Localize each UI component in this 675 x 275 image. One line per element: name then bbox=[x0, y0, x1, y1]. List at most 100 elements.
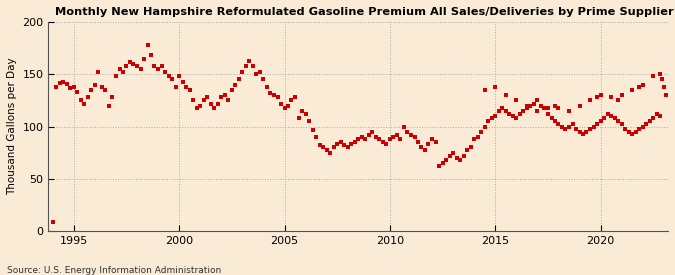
Point bbox=[406, 133, 416, 137]
Point bbox=[525, 103, 536, 108]
Point bbox=[54, 80, 65, 85]
Point bbox=[462, 147, 472, 152]
Point bbox=[518, 109, 529, 113]
Point bbox=[262, 85, 273, 89]
Point bbox=[402, 130, 413, 134]
Point bbox=[128, 62, 139, 66]
Point bbox=[293, 116, 304, 120]
Point bbox=[613, 98, 624, 103]
Point bbox=[549, 119, 560, 123]
Point bbox=[209, 106, 220, 110]
Point bbox=[395, 137, 406, 141]
Point bbox=[620, 126, 630, 131]
Point bbox=[427, 137, 437, 141]
Point bbox=[191, 106, 202, 110]
Point bbox=[543, 112, 554, 116]
Point bbox=[613, 119, 624, 123]
Point bbox=[353, 137, 364, 141]
Point bbox=[486, 116, 497, 120]
Point bbox=[557, 124, 568, 129]
Point bbox=[591, 122, 602, 127]
Point bbox=[602, 112, 613, 116]
Point bbox=[202, 95, 213, 100]
Point bbox=[290, 95, 300, 100]
Point bbox=[585, 126, 595, 131]
Point bbox=[634, 126, 645, 131]
Point bbox=[458, 154, 469, 158]
Point bbox=[230, 82, 241, 87]
Point bbox=[595, 93, 606, 97]
Point bbox=[546, 116, 557, 120]
Point bbox=[497, 106, 508, 110]
Point bbox=[656, 77, 667, 82]
Point bbox=[595, 119, 606, 123]
Point bbox=[648, 116, 659, 120]
Point bbox=[349, 140, 360, 144]
Point bbox=[248, 64, 259, 68]
Point bbox=[511, 116, 522, 120]
Point bbox=[216, 95, 227, 100]
Point bbox=[275, 101, 286, 106]
Point bbox=[423, 142, 434, 147]
Point bbox=[490, 114, 501, 118]
Point bbox=[634, 85, 645, 89]
Point bbox=[658, 85, 669, 89]
Point bbox=[195, 103, 206, 108]
Point bbox=[219, 93, 230, 97]
Point bbox=[599, 116, 610, 120]
Point bbox=[65, 86, 76, 90]
Point bbox=[641, 122, 652, 127]
Point bbox=[472, 135, 483, 139]
Point bbox=[392, 133, 402, 137]
Point bbox=[564, 124, 574, 129]
Point bbox=[286, 98, 297, 103]
Point bbox=[661, 93, 672, 97]
Point bbox=[455, 158, 466, 162]
Point bbox=[97, 85, 107, 89]
Point bbox=[504, 112, 515, 116]
Point bbox=[76, 98, 86, 103]
Point bbox=[553, 106, 564, 110]
Point bbox=[328, 145, 339, 150]
Point bbox=[645, 119, 655, 123]
Point bbox=[240, 64, 251, 68]
Point bbox=[283, 103, 294, 108]
Point bbox=[500, 109, 511, 113]
Point bbox=[138, 56, 149, 61]
Point bbox=[468, 137, 479, 141]
Point bbox=[325, 150, 335, 155]
Point bbox=[465, 145, 476, 150]
Point bbox=[367, 130, 378, 134]
Point bbox=[332, 142, 343, 147]
Point bbox=[178, 79, 188, 84]
Point bbox=[223, 98, 234, 103]
Point bbox=[335, 140, 346, 144]
Point bbox=[605, 114, 616, 118]
Point bbox=[452, 156, 462, 160]
Point bbox=[388, 135, 399, 139]
Point bbox=[234, 77, 244, 82]
Point bbox=[637, 124, 648, 129]
Point bbox=[648, 74, 659, 78]
Text: Monthly New Hampshire Reformulated Gasoline Premium All Sales/Deliveries by Prim: Monthly New Hampshire Reformulated Gasol… bbox=[55, 7, 674, 17]
Point bbox=[47, 219, 58, 224]
Point bbox=[296, 109, 307, 113]
Point bbox=[117, 70, 128, 74]
Point bbox=[153, 67, 163, 71]
Point bbox=[321, 147, 332, 152]
Point bbox=[125, 59, 136, 64]
Point bbox=[627, 88, 638, 92]
Point bbox=[500, 93, 511, 97]
Point bbox=[159, 70, 170, 74]
Point bbox=[543, 106, 554, 110]
Point bbox=[111, 74, 122, 78]
Point bbox=[142, 43, 153, 47]
Point bbox=[479, 124, 490, 129]
Point bbox=[93, 70, 104, 74]
Point bbox=[90, 82, 101, 87]
Point bbox=[560, 126, 571, 131]
Point bbox=[198, 98, 209, 103]
Point bbox=[637, 82, 648, 87]
Point bbox=[535, 103, 546, 108]
Point bbox=[103, 103, 114, 108]
